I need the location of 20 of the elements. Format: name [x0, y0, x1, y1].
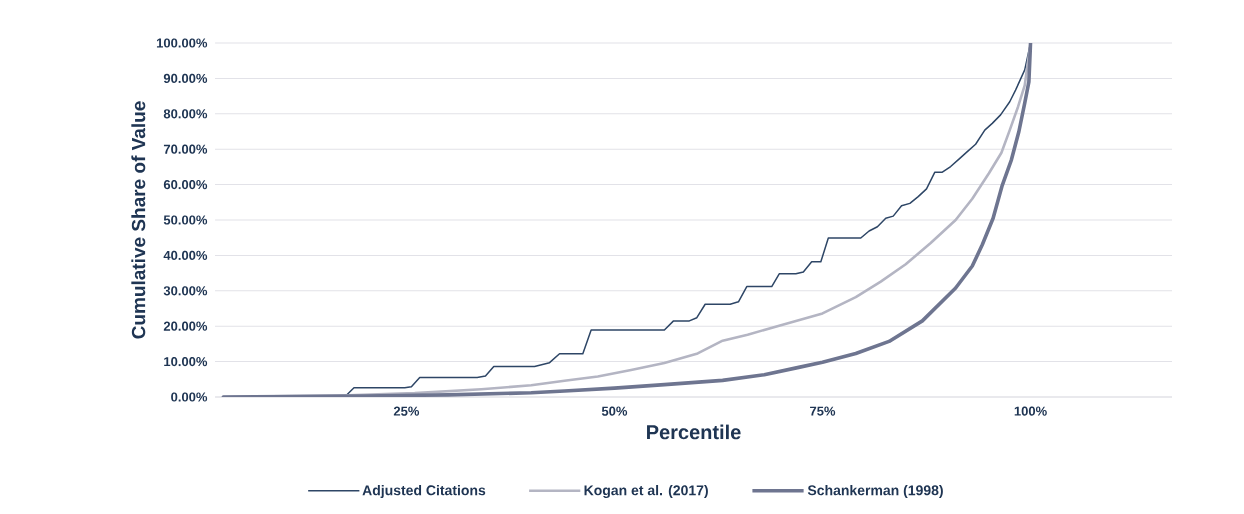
y-tick-label: 60.00%: [163, 179, 208, 190]
y-tick-label: 10.00%: [164, 356, 208, 367]
x-axis-title: Percentile: [647, 424, 741, 440]
legend-label: Schankerman (1998): [807, 484, 943, 499]
legend-label: Kogan et al. (2017): [584, 484, 708, 499]
x-tick-label: 75%: [810, 406, 836, 416]
y-tick-label: 50.00%: [163, 215, 208, 225]
y-tick-label: 40.00%: [163, 250, 208, 260]
y-tick-label: 90.00%: [163, 73, 208, 83]
y-tick-label: 0.00%: [171, 392, 208, 402]
y-tick-label: 30.00%: [163, 286, 208, 296]
y-tick-label: 20.00%: [163, 321, 208, 331]
x-tick-label: 50%: [601, 406, 628, 416]
x-tick-label: 25%: [393, 406, 420, 416]
x-tick-label: 100%: [1014, 406, 1047, 416]
y-axis-title: Cumulative Share of Value: [131, 101, 146, 339]
y-tick-label: 70.00%: [163, 144, 208, 154]
y-tick-label: 80.00%: [163, 109, 208, 119]
y-tick-label: 100.00%: [156, 38, 208, 48]
legend-label: Adjusted Citations: [362, 484, 486, 499]
